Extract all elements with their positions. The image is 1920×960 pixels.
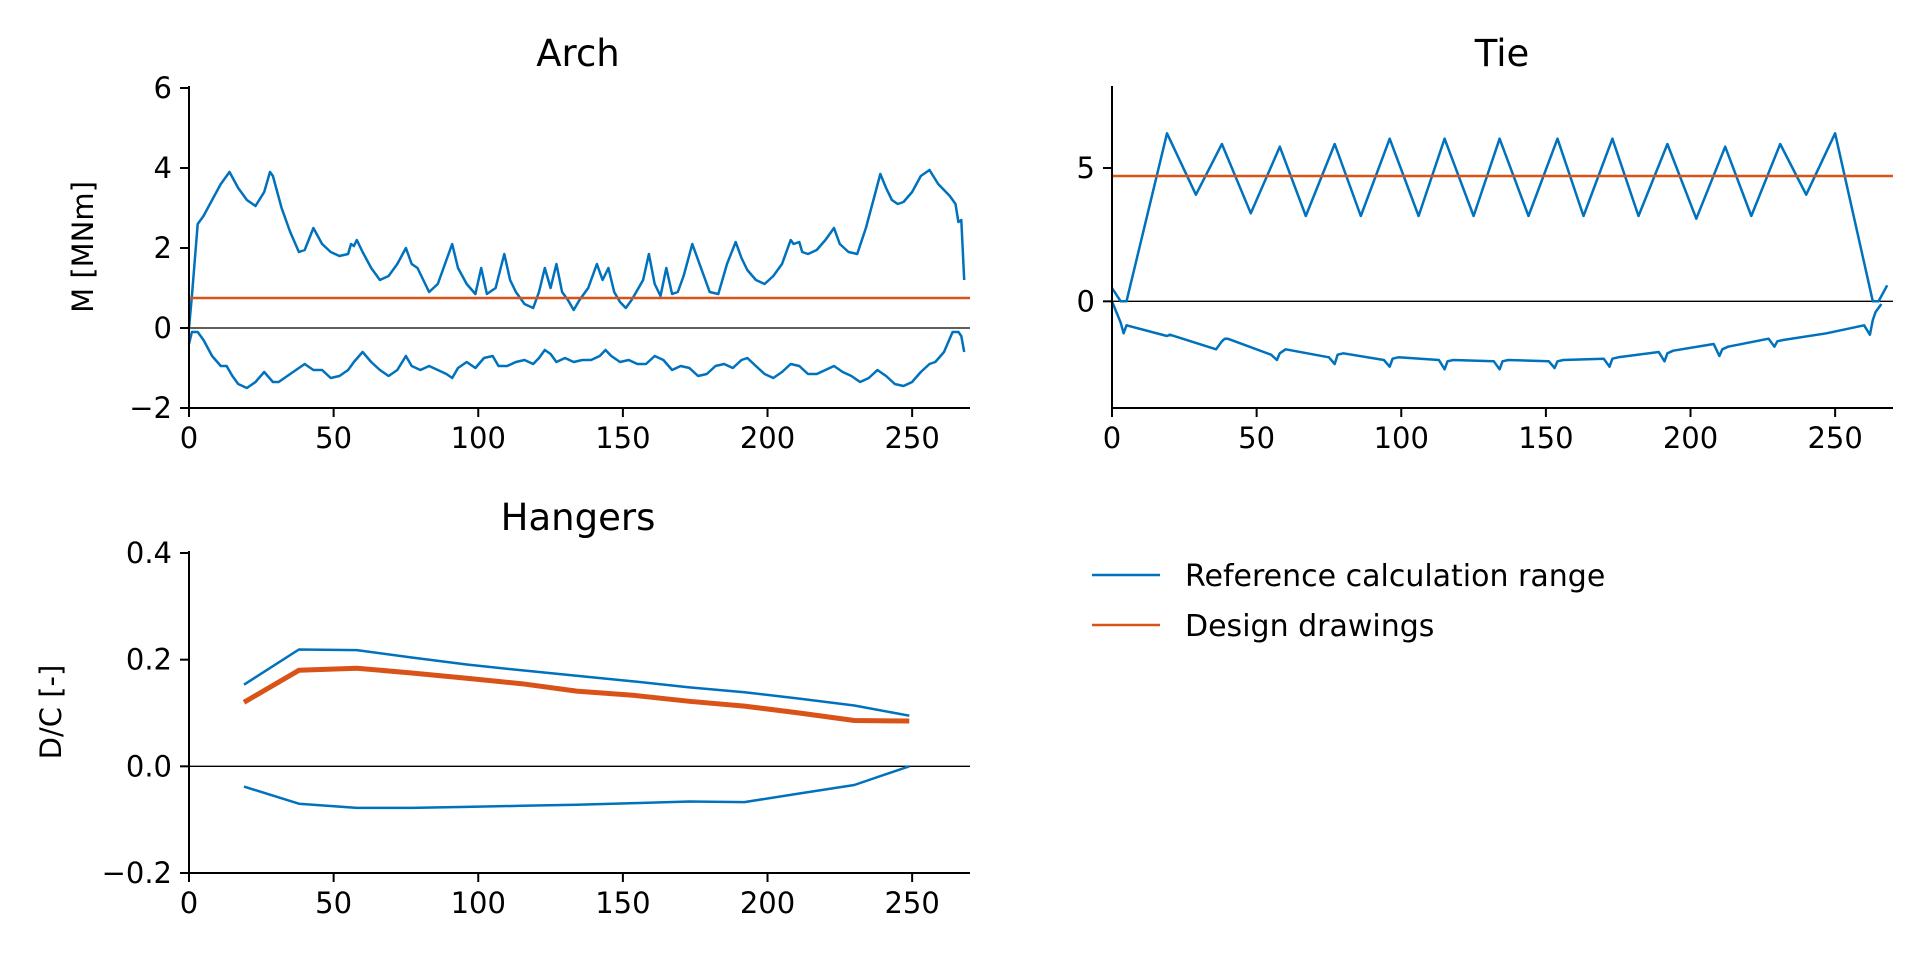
hangers-y-tick-label: 0.4: [126, 536, 172, 570]
tie-series-lower-line: [1110, 300, 1883, 371]
hangers-x-tick-label: 0: [180, 886, 198, 920]
hangers-x-tick-label: 100: [451, 886, 506, 920]
tie-x-tick-label: 150: [1518, 421, 1573, 455]
tie-x-tick-label: 250: [1807, 421, 1862, 455]
hangers-y-axis-label: D/C [-]: [34, 665, 68, 760]
tie-series-upper-line: [1110, 132, 1889, 303]
arch-y-tick-label: 4: [154, 151, 172, 185]
arch-x-tick-label: 100: [451, 421, 506, 455]
legend-label-reference: Reference calculation range: [1185, 559, 1605, 594]
hangers-y-tick-label: 0.0: [126, 749, 172, 783]
tie-y-tick-label: 0: [1077, 284, 1095, 318]
tie-panel: Tie 0 50 100 150 200 250 0 5: [1077, 32, 1893, 455]
hangers-series-design-line: [242, 665, 910, 724]
tie-title: Tie: [1474, 32, 1530, 75]
hangers-y-tick-label: 0.2: [126, 643, 172, 677]
arch-x-tick-label: 150: [595, 421, 650, 455]
legend-label-design: Design drawings: [1185, 609, 1434, 644]
arch-y-axis-label: M [MNm]: [66, 181, 100, 313]
arch-series-lower-line: [187, 330, 966, 390]
arch-y-tick-label: −2: [129, 391, 172, 425]
arch-y-tick-label: 6: [154, 71, 172, 105]
hangers-panel: Hangers D/C [-] 0 50 100 150 200 250 −0.2 0.0 0.…: [34, 496, 970, 920]
hangers-series-lower-line: [243, 765, 910, 810]
hangers-title: Hangers: [501, 496, 656, 539]
arch-title: Arch: [536, 32, 620, 75]
hangers-x-tick-label: 150: [595, 886, 650, 920]
tie-x-tick-label: 200: [1663, 421, 1718, 455]
hangers-x-tick-label: 50: [315, 886, 352, 920]
arch-series-upper-line: [187, 168, 966, 329]
arch-y-tick-label: 2: [154, 231, 172, 265]
arch-x-tick-label: 250: [884, 421, 939, 455]
tie-x-tick-label: 50: [1238, 421, 1275, 455]
arch-x-tick-label: 50: [315, 421, 352, 455]
hangers-y-tick-label: −0.2: [102, 856, 172, 890]
hangers-x-tick-label: 250: [884, 886, 939, 920]
hangers-series-upper-line: [243, 648, 910, 717]
hangers-x-tick-label: 200: [740, 886, 795, 920]
arch-x-tick-label: 200: [740, 421, 795, 455]
legend: Reference calculation range Design drawi…: [1092, 559, 1605, 644]
arch-y-tick-label: 0: [154, 311, 172, 345]
tie-x-tick-label: 0: [1103, 421, 1121, 455]
tie-y-tick-label: 5: [1077, 151, 1095, 185]
tie-x-tick-label: 100: [1374, 421, 1429, 455]
arch-x-tick-label: 0: [180, 421, 198, 455]
